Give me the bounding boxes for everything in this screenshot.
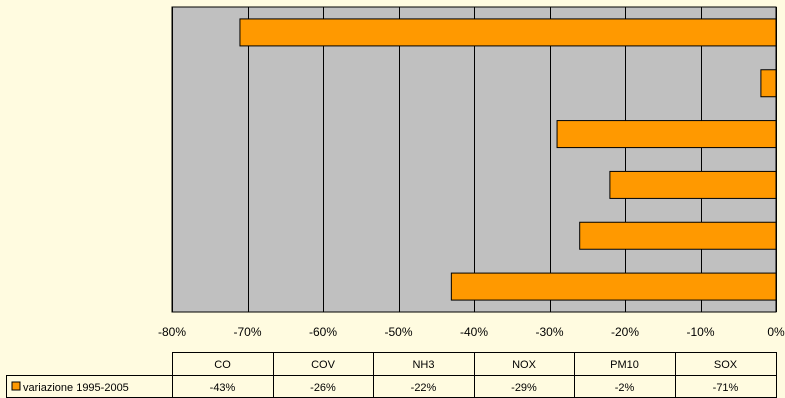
x-tick-label: -10% (686, 325, 714, 339)
bars (239, 18, 777, 301)
bar-pm10 (760, 69, 777, 98)
bar-nh3 (609, 170, 777, 199)
table-header-cov: COV (311, 359, 336, 371)
bar-sox (239, 18, 777, 47)
x-tick-label: -30% (535, 325, 563, 339)
bar-co (450, 272, 777, 301)
table-value-pm10: -2% (615, 382, 635, 394)
table-header-nox: NOX (512, 359, 537, 371)
x-axis-ticks: -80% -70% -60% -50% -40% -30% -20% -10% 0% (158, 325, 785, 339)
table-value-sox: -71% (713, 382, 739, 394)
gridlines (172, 7, 777, 312)
table-header-nh3: NH3 (412, 359, 434, 371)
table-header-pm10: PM10 (610, 359, 639, 371)
table-value-nox: -29% (511, 382, 537, 394)
x-tick-label: -20% (611, 325, 639, 339)
legend-label: variazione 1995-2005 (23, 382, 129, 394)
bar-cov (579, 221, 777, 250)
data-table: CO -43% COV -26% NH3 -22% NOX -29% PM10 -2% SOX -71… (6, 352, 777, 398)
x-tick-label: -40% (460, 325, 488, 339)
legend-swatch (11, 381, 21, 391)
table-value-cov: -26% (310, 382, 336, 394)
table-value-nh3: -22% (411, 382, 437, 394)
x-tick-label: 0% (767, 325, 785, 339)
table-header-co: CO (214, 359, 231, 371)
bar-nox (556, 120, 777, 149)
x-tick-label: -50% (384, 325, 412, 339)
x-tick-label: -60% (309, 325, 337, 339)
x-tick-label: -70% (233, 325, 261, 339)
table-value-co: -43% (210, 382, 236, 394)
x-tick-label: -80% (158, 325, 186, 339)
table-header-sox: SOX (714, 359, 738, 371)
